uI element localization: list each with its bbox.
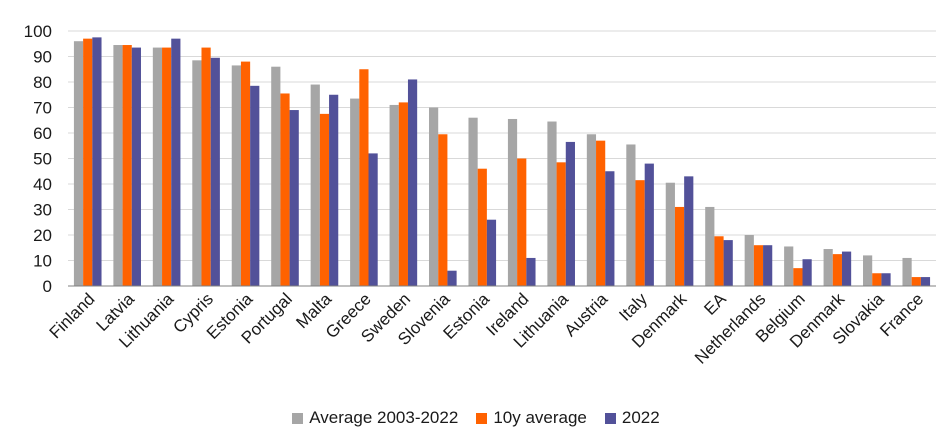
bar <box>389 104 399 286</box>
x-tick-label: France <box>876 289 927 340</box>
bar <box>596 140 606 286</box>
bar <box>753 245 764 286</box>
bar <box>635 180 645 286</box>
legend-label-10y: 10y average <box>493 408 587 427</box>
x-tick-label: EA <box>700 289 730 319</box>
bar <box>547 121 557 287</box>
y-tick-label: 90 <box>33 48 52 67</box>
bar <box>131 47 141 287</box>
bar <box>517 158 527 286</box>
bar <box>231 65 241 286</box>
bar <box>468 117 478 286</box>
bar <box>911 277 921 286</box>
y-axis-ticks: 0 10 20 30 40 50 60 70 80 90 100 <box>24 22 52 296</box>
bar-chart: 0 10 20 30 40 50 60 70 80 90 100 FinlandLatviaLith… <box>24 22 936 368</box>
bar <box>565 141 575 286</box>
x-tick-label: Austria <box>561 289 612 340</box>
bar <box>705 206 715 286</box>
bar <box>319 113 330 286</box>
y-tick-label: 40 <box>33 175 52 194</box>
legend-label-2022: 2022 <box>621 408 660 427</box>
bar <box>329 94 339 286</box>
bar <box>714 236 724 286</box>
legend-label-average: Average 2003-2022 <box>309 408 459 427</box>
bar <box>289 110 299 286</box>
bar <box>171 38 181 287</box>
bar <box>350 98 360 286</box>
y-tick-label: 80 <box>33 73 52 92</box>
bar <box>310 84 320 286</box>
bar <box>113 45 123 287</box>
bar <box>122 45 132 287</box>
y-tick-label: 70 <box>33 99 52 118</box>
bar <box>201 47 211 287</box>
x-tick-label: Finland <box>46 289 99 342</box>
bar <box>784 246 794 286</box>
bar <box>626 144 636 286</box>
bar <box>674 206 685 286</box>
bar <box>162 47 172 287</box>
bar <box>823 249 833 286</box>
bar <box>793 268 803 286</box>
bar <box>863 255 873 286</box>
bar <box>763 245 773 286</box>
y-tick-label: 20 <box>33 226 52 245</box>
bar <box>192 60 202 287</box>
bar <box>447 270 457 286</box>
y-tick-label: 60 <box>33 124 52 143</box>
bar <box>902 257 912 286</box>
bar <box>644 163 654 286</box>
legend-swatch-10y <box>476 412 488 424</box>
bar <box>359 69 369 286</box>
legend-item-2022: 2022 <box>604 408 660 428</box>
bar <box>665 182 675 286</box>
bar <box>744 235 754 286</box>
y-tick-label: 10 <box>33 252 52 271</box>
bar <box>684 176 694 286</box>
bar <box>210 57 220 287</box>
legend-swatch-2022 <box>604 412 616 424</box>
bar <box>280 93 290 286</box>
legend-swatch-average <box>292 412 304 424</box>
bar <box>398 102 408 287</box>
bar <box>723 240 733 286</box>
bar <box>605 171 615 286</box>
bar <box>486 219 497 286</box>
bar <box>920 277 931 286</box>
bar <box>526 257 536 286</box>
bar <box>429 107 439 286</box>
y-tick-label: 50 <box>33 150 52 169</box>
bar <box>368 153 378 286</box>
y-tick-label: 100 <box>24 22 52 41</box>
bar <box>841 251 852 286</box>
bar <box>83 38 93 287</box>
y-tick-label: 30 <box>33 201 52 220</box>
bar <box>73 41 84 287</box>
bar <box>271 66 281 286</box>
bar <box>152 47 163 287</box>
bar <box>92 37 102 286</box>
legend-item-10y: 10y average <box>476 408 587 428</box>
x-axis-ticks: FinlandLatviaLithuaniaCyprisEstoniaPortu… <box>46 289 927 368</box>
bar <box>507 118 518 286</box>
bars <box>73 37 931 287</box>
bar <box>477 168 487 286</box>
bar <box>586 134 597 286</box>
bar <box>556 162 566 286</box>
bar <box>802 259 812 286</box>
bar <box>407 79 418 286</box>
bar <box>240 61 251 286</box>
legend-item-average: Average 2003-2022 <box>292 408 458 428</box>
bar <box>881 273 891 286</box>
bar <box>832 254 842 286</box>
legend: Average 2003-2022 10y average 2022 <box>0 405 952 431</box>
bar <box>250 85 260 286</box>
y-tick-label: 0 <box>43 277 52 296</box>
bar <box>438 134 448 286</box>
bar <box>872 273 882 286</box>
